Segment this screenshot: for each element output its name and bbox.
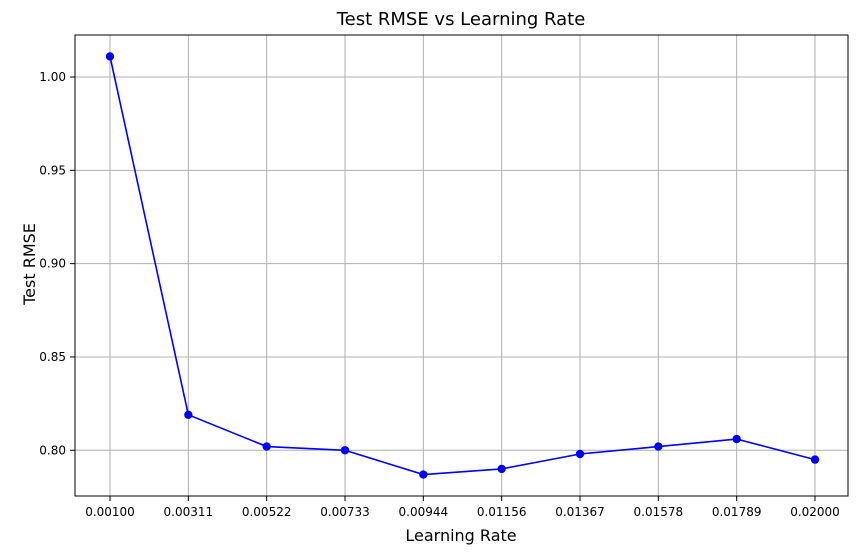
data-point xyxy=(184,410,193,420)
grid xyxy=(75,35,848,496)
y-tick-label: 0.80 xyxy=(39,443,66,457)
y-axis-label: Test RMSE xyxy=(20,223,39,306)
chart-title: Test RMSE vs Learning Rate xyxy=(336,9,586,30)
x-tick-label: 0.01367 xyxy=(555,505,605,519)
data-point xyxy=(262,442,271,451)
x-tick-label: 0.00100 xyxy=(85,505,135,519)
data-point xyxy=(654,442,663,451)
plot-frame xyxy=(74,34,849,497)
y-tick-label: 0.90 xyxy=(39,257,66,271)
y-tick-label: 1.00 xyxy=(39,70,66,84)
y-axis-ticks: 0.80 0.85 0.90 0.95 1.00 xyxy=(39,70,75,457)
data-point xyxy=(497,464,506,474)
series-layer xyxy=(105,52,820,479)
y-tick-label: 0.95 xyxy=(39,163,66,177)
data-point xyxy=(105,52,115,61)
x-tick-label: 0.02000 xyxy=(790,505,840,519)
data-point xyxy=(419,470,428,479)
x-tick-label: 0.01156 xyxy=(477,505,527,519)
data-point xyxy=(810,455,820,464)
data-point xyxy=(575,449,585,459)
x-tick-label: 0.00944 xyxy=(399,505,449,519)
data-point xyxy=(340,446,350,455)
x-tick-label: 0.00522 xyxy=(242,505,292,519)
x-tick-label: 0.00311 xyxy=(164,505,214,519)
data-point xyxy=(732,434,741,444)
x-tick-label: 0.00733 xyxy=(320,505,370,519)
x-axis-label: Learning Rate xyxy=(405,526,516,545)
x-tick-label: 0.01578 xyxy=(634,505,684,519)
series-line xyxy=(109,56,816,476)
y-tick-label: 0.85 xyxy=(39,350,66,364)
x-axis-ticks: 0.00100 0.00311 0.00522 0.00733 0.00944 0.011… xyxy=(85,496,840,519)
x-tick-label: 0.01789 xyxy=(712,505,762,519)
